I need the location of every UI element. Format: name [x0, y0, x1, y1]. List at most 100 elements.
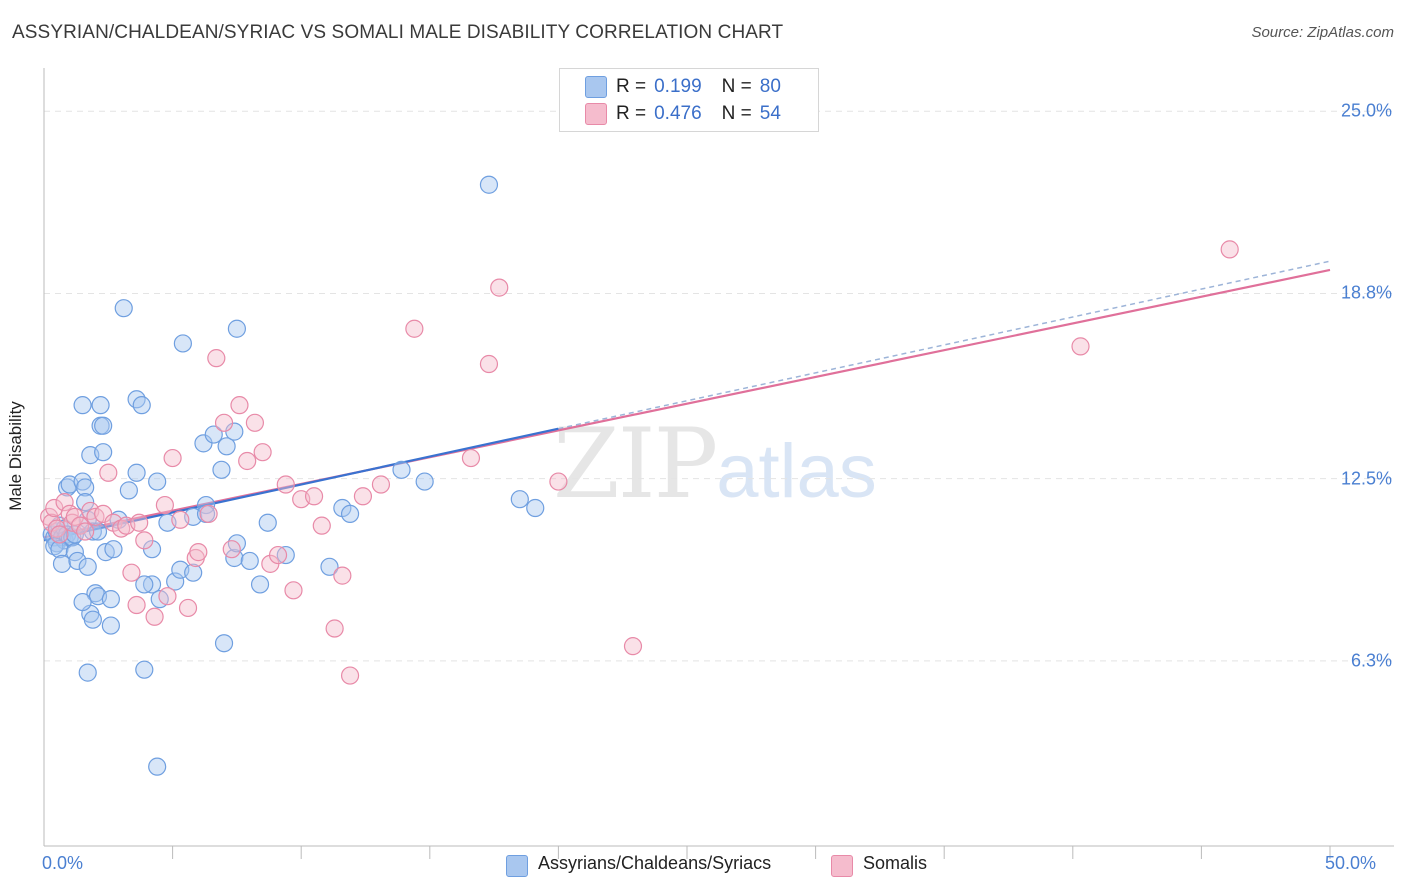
blue-point: [94, 443, 113, 462]
blue-point: [135, 575, 154, 594]
legend-swatch-pink: [585, 103, 607, 125]
blue-point: [76, 493, 95, 512]
blue-point: [104, 540, 123, 559]
pink-point: [207, 349, 226, 368]
legend-r-label: R =: [616, 103, 647, 124]
y-tick-label: 12.5%: [1340, 468, 1392, 489]
pink-point: [178, 598, 198, 618]
pink-point: [158, 587, 177, 606]
legend-n-label: N =: [721, 103, 752, 124]
pink-point: [325, 619, 344, 638]
blue-point: [135, 660, 154, 679]
source-credit: Source: ZipAtlas.com: [1251, 24, 1394, 41]
pink-point: [340, 666, 360, 685]
pink-point: [199, 504, 218, 524]
pink-point: [135, 531, 154, 550]
blue-point: [58, 525, 77, 544]
blue-point: [127, 390, 146, 409]
blue-point: [45, 537, 64, 556]
pink-point: [276, 475, 295, 494]
bottom-legend-label: Assyrians/Chaldeans/Syriacs: [538, 853, 772, 873]
blue-point: [217, 437, 236, 456]
blue-point: [119, 481, 138, 500]
pink-point: [623, 637, 643, 656]
pink-point: [333, 566, 352, 585]
blue-point: [479, 175, 499, 194]
pink-point: [479, 354, 499, 374]
bottom-legend-swatch-pink: [831, 855, 853, 877]
chart-title: ASSYRIAN/CHALDEAN/SYRIAC VS SOMALI MALE …: [12, 22, 784, 43]
pink-point: [222, 540, 241, 559]
legend-swatch-blue: [585, 76, 607, 98]
bottom-legend-pink: Somalis: [831, 853, 927, 877]
blue-point: [148, 757, 167, 776]
bottom-legend-blue: Assyrians/Chaldeans/Syriacs: [506, 853, 772, 877]
blue-point: [68, 551, 87, 571]
axes: [43, 68, 1394, 859]
legend-n-value: 80: [759, 76, 781, 97]
pink-point: [112, 519, 131, 538]
legend-r-label: R =: [616, 76, 647, 97]
blue-point: [173, 334, 192, 353]
blue-point: [101, 616, 120, 635]
blue-point: [526, 498, 545, 518]
blue-point: [91, 396, 110, 415]
blue-point: [204, 425, 223, 444]
blue-point: [78, 557, 97, 576]
pink-point: [1071, 337, 1090, 356]
blue-trend-extension: [558, 260, 1331, 430]
blue-point: [212, 460, 231, 479]
pink-point: [99, 463, 118, 482]
pink-point: [253, 443, 272, 462]
blue-point: [73, 592, 92, 612]
blue-point: [50, 540, 69, 559]
watermark: ZIPatlas: [553, 408, 877, 520]
blue-point: [214, 634, 234, 653]
stats-legend: R = 0.199 N = 80 R = 0.476 N = 54: [559, 68, 819, 132]
bottom-legend-swatch-blue: [506, 855, 528, 877]
pink-point: [76, 522, 95, 541]
blue-point: [320, 557, 339, 576]
y-tick-label: 18.8%: [1340, 282, 1392, 303]
pink-point: [155, 495, 174, 515]
pink-point: [371, 475, 391, 494]
pink-point: [312, 516, 331, 535]
blue-point: [510, 490, 529, 509]
blue-point: [184, 563, 203, 582]
pink-point: [50, 525, 69, 544]
pink-point: [490, 278, 509, 297]
blue-point: [114, 299, 133, 318]
blue-point: [132, 396, 151, 415]
pink-point: [1220, 240, 1239, 259]
watermark-atlas: atlas: [716, 429, 877, 514]
blue-point: [65, 525, 84, 544]
blue-point: [250, 575, 270, 594]
blue-point: [101, 590, 120, 609]
blue-point: [227, 534, 246, 553]
pink-point: [353, 487, 373, 506]
blue-point: [73, 396, 92, 415]
legend-r-value: 0.476: [654, 103, 702, 124]
blue-point: [78, 663, 97, 682]
legend-r-value: 0.199: [654, 76, 702, 97]
pink-point: [70, 516, 90, 535]
y-tick-label: 25.0%: [1340, 100, 1392, 121]
pink-point: [461, 448, 481, 468]
pink-point: [245, 413, 265, 432]
blue-point: [227, 319, 246, 338]
blue-point: [88, 522, 108, 541]
pink-point: [55, 493, 74, 512]
trend-lines: [43, 260, 1331, 542]
pink-point: [145, 607, 164, 626]
y-tick-label: 6.3%: [1350, 650, 1392, 671]
pink-point: [268, 545, 288, 565]
blue-point: [240, 551, 259, 571]
blue-point: [258, 513, 277, 532]
y-axis-label: Male Disability: [6, 401, 25, 511]
blue-point: [340, 504, 360, 524]
pink-point: [171, 510, 190, 529]
blue-trend-line: [43, 427, 559, 542]
pink-point: [163, 448, 182, 468]
pink-point: [405, 319, 424, 338]
